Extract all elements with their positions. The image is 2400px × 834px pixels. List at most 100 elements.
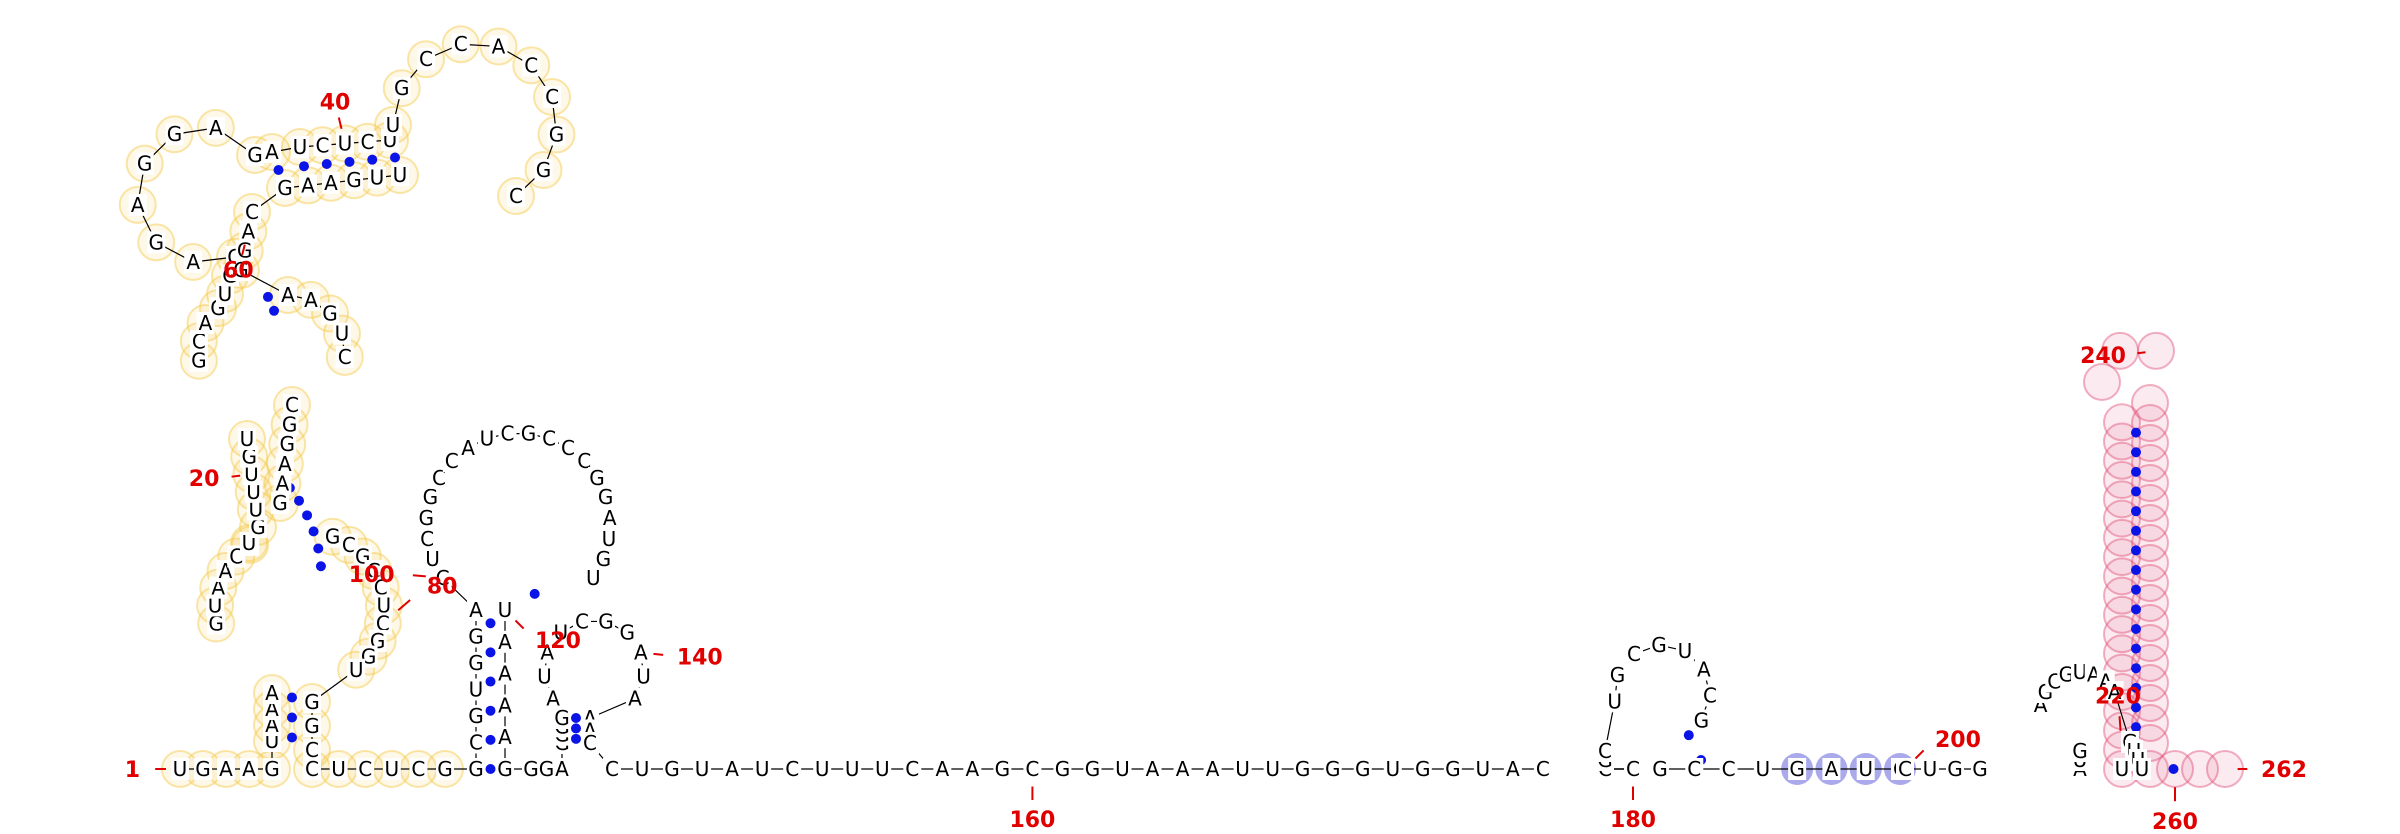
nucleotide-bg bbox=[356, 758, 375, 780]
nucleotide: G bbox=[437, 757, 453, 781]
nucleotide-bg bbox=[498, 422, 517, 445]
nucleotide-bg bbox=[1608, 663, 1627, 686]
nucleotide-bg bbox=[575, 450, 594, 473]
nucleotide: A bbox=[281, 283, 295, 307]
nucleotide-bg bbox=[993, 758, 1012, 780]
domain-pink-highlight bbox=[2131, 604, 2169, 642]
base-pair-dot bbox=[2131, 486, 2141, 497]
nucleotide: G bbox=[322, 301, 338, 325]
base-pair-dot bbox=[294, 495, 305, 506]
nucleotide: A bbox=[278, 452, 292, 476]
position-number: 60 bbox=[223, 258, 254, 283]
base-pair-dot bbox=[2131, 565, 2141, 576]
nucleotide-bg bbox=[238, 428, 256, 450]
nucleotide-bg bbox=[1233, 758, 1252, 780]
nucleotide-bg bbox=[235, 239, 254, 262]
nucleotide: G bbox=[554, 706, 570, 730]
nucleotide: C bbox=[605, 757, 619, 781]
base-pair-dot bbox=[308, 526, 319, 537]
nucleotide: U bbox=[1678, 639, 1693, 663]
nucleotide-bg bbox=[843, 758, 862, 780]
nucleotide: U bbox=[331, 757, 346, 781]
nucleotide: U bbox=[377, 593, 392, 617]
nucleotide-bg bbox=[451, 33, 470, 56]
nucleotide: C bbox=[305, 738, 319, 762]
nucleotide-bg bbox=[1263, 758, 1282, 780]
nucleotide: U bbox=[498, 598, 513, 622]
nucleotide-bg bbox=[633, 758, 652, 780]
nucleotide: U bbox=[1265, 757, 1280, 781]
nucleotide-bg bbox=[467, 731, 485, 754]
nucleotide: U bbox=[1858, 757, 1873, 781]
domain-pink-highlight bbox=[2103, 441, 2141, 480]
nucleotide-bg bbox=[553, 707, 571, 729]
nucleotide: A bbox=[241, 219, 255, 243]
nucleotide-bg bbox=[596, 486, 615, 509]
nucleotide: A bbox=[498, 725, 512, 749]
nucleotide-bg bbox=[368, 166, 386, 189]
nucleotide: G bbox=[1415, 757, 1431, 781]
nucleotide-bg bbox=[263, 758, 281, 780]
nucleotide-bg bbox=[477, 427, 496, 450]
nucleotide-bg bbox=[392, 77, 411, 100]
nucleotide-bg bbox=[534, 159, 553, 182]
nucleotide: G bbox=[279, 432, 295, 456]
nucleotide: G bbox=[346, 168, 362, 192]
nucleotide: A bbox=[304, 288, 318, 312]
nucleotide-bg bbox=[206, 594, 225, 617]
base-pair-dot bbox=[299, 161, 309, 172]
nucleotide: C bbox=[192, 329, 206, 353]
position-number: 40 bbox=[320, 91, 351, 116]
domain-pink-highlight bbox=[2103, 518, 2141, 557]
domain-pink-highlight bbox=[2131, 424, 2169, 462]
base-pair-dot bbox=[485, 734, 496, 745]
domain-pink-highlight bbox=[2131, 484, 2169, 522]
nucleotide-bg bbox=[217, 758, 235, 780]
nucleotide-bg bbox=[249, 516, 267, 538]
nucleotide-bg bbox=[599, 527, 618, 550]
nucleotide-bg bbox=[963, 758, 982, 780]
nucleotide: A bbox=[725, 757, 739, 781]
nucleotide: G bbox=[497, 757, 513, 781]
nucleotide: C bbox=[358, 757, 372, 781]
position-number: 180 bbox=[1610, 808, 1656, 833]
nucleotide-bg bbox=[339, 533, 358, 556]
nucleotide: U bbox=[370, 166, 385, 190]
nucleotide-bg bbox=[1173, 758, 1192, 780]
nucleotide-bg bbox=[371, 576, 390, 599]
nucleotide-bg bbox=[329, 758, 348, 780]
nucleotide: G bbox=[419, 506, 435, 530]
nucleotide: U bbox=[480, 426, 495, 450]
nucleotide: G bbox=[1445, 757, 1461, 781]
base-pair-dot bbox=[321, 159, 332, 170]
domain-pink-highlight bbox=[2131, 644, 2169, 682]
nucleotide-bg bbox=[147, 231, 166, 254]
nucleotide: G bbox=[598, 485, 614, 509]
domain-pink-highlight bbox=[2103, 634, 2141, 673]
domain-pink-highlight bbox=[2103, 422, 2141, 461]
nucleotide-bg bbox=[417, 48, 436, 71]
nucleotide-bg bbox=[165, 123, 184, 146]
nucleotide-bg bbox=[189, 330, 208, 353]
domain-pink-highlight bbox=[2131, 624, 2169, 662]
nucleotide-bg bbox=[278, 433, 297, 456]
nucleotide-bg bbox=[436, 758, 454, 780]
nucleotide-bg bbox=[544, 687, 563, 710]
position-number: 220 bbox=[2095, 685, 2141, 710]
nucleotide-bg bbox=[1596, 740, 1614, 762]
nucleotide: G bbox=[423, 485, 439, 509]
nucleotide-bg bbox=[467, 678, 485, 701]
nucleotide: C bbox=[454, 32, 468, 56]
base-pair-dot bbox=[571, 713, 581, 723]
nucleotide-bg bbox=[189, 349, 208, 372]
nucleotide-bg bbox=[507, 185, 525, 208]
nucleotide: C bbox=[500, 422, 514, 446]
nucleotide: C bbox=[1536, 757, 1550, 781]
nucleotide: U bbox=[537, 664, 552, 688]
base-pair-dot bbox=[571, 723, 581, 734]
nucleotide-bg bbox=[543, 85, 562, 108]
base-pair-dot bbox=[390, 152, 400, 163]
base-pair-dot bbox=[2131, 584, 2141, 595]
nucleotide-bg bbox=[1413, 758, 1432, 780]
domain-pink-highlight bbox=[2137, 331, 2175, 370]
